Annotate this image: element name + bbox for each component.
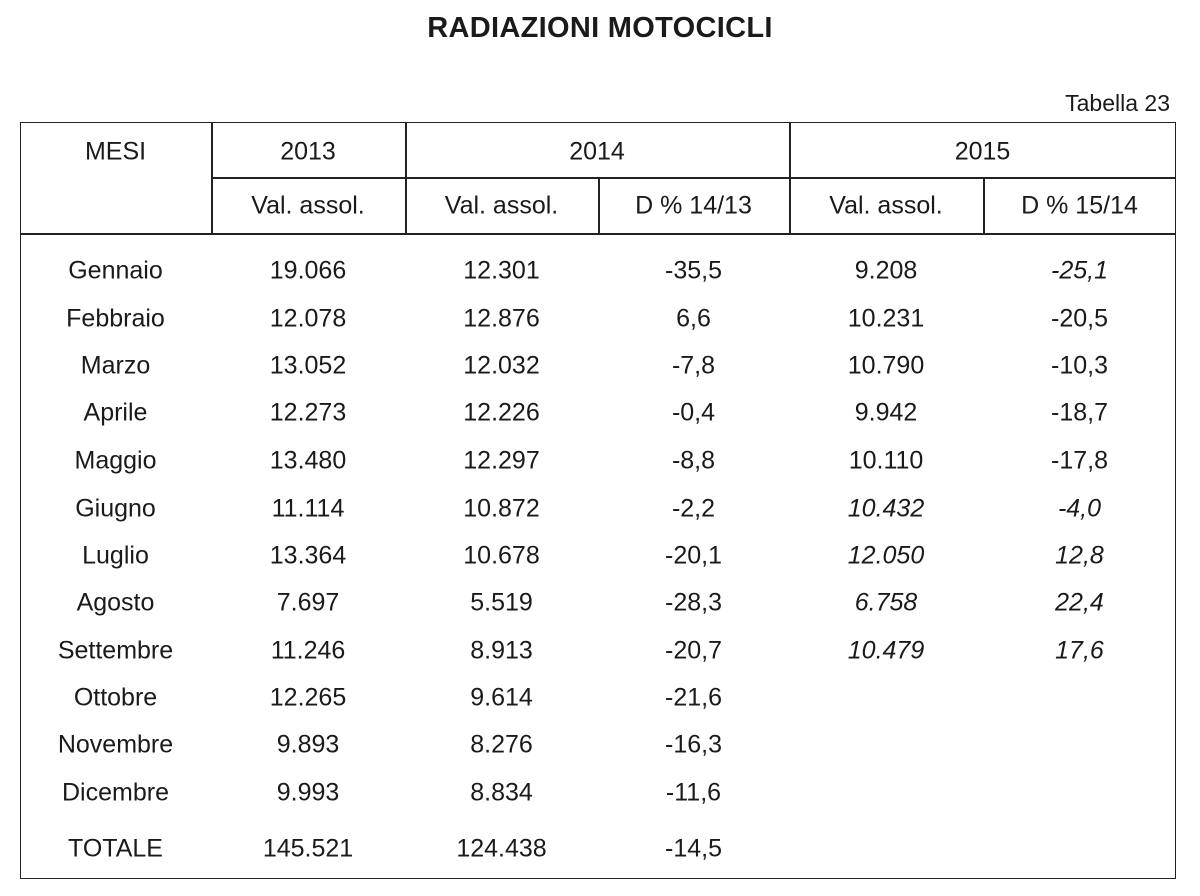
- table-cell-v2015: 9.942: [854, 398, 918, 427]
- table-cell-v2013: 9.893: [276, 730, 340, 759]
- header-delta-1413: D % 14/13: [635, 191, 752, 220]
- table-cell-d1514: -10,3: [1051, 351, 1108, 380]
- month-label: Agosto: [76, 588, 155, 617]
- totale-cell-v2014: 124.438: [456, 834, 547, 863]
- header-val-2013: Val. assol.: [251, 191, 365, 220]
- month-label: Novembre: [57, 730, 174, 759]
- table-cell-d1413: -16,3: [665, 730, 722, 759]
- table-cell-d1413: -8,8: [671, 446, 716, 475]
- header-delta-1514: D % 15/14: [1021, 191, 1138, 220]
- table-cell-d1514: -4,0: [1057, 494, 1102, 523]
- table-cell-d1413: -21,6: [665, 683, 722, 712]
- table-cell-d1413: -28,3: [665, 588, 722, 617]
- table-cell-v2014: 8.834: [470, 778, 533, 807]
- table-cell-d1413: 6,6: [676, 304, 711, 333]
- header-year-2015: 2015: [954, 137, 1011, 166]
- header-val-2015: Val. assol.: [829, 191, 943, 220]
- table-cell-v2013: 11.114: [271, 494, 345, 523]
- table-cell-v2014: 12.876: [463, 304, 540, 333]
- table-cell-d1514: 17,6: [1055, 636, 1104, 665]
- header-year-2014: 2014: [569, 137, 625, 166]
- month-label: Settembre: [57, 636, 174, 665]
- col-divider-2015-inner: [983, 178, 985, 234]
- table-cell-v2015: 6.758: [854, 588, 918, 617]
- table-cell-d1413: -2,2: [671, 494, 716, 523]
- table-cell-v2014: 10.872: [463, 494, 540, 523]
- table-cell-d1413: -35,5: [665, 256, 722, 285]
- month-label: Giugno: [75, 494, 156, 523]
- table-cell-d1514: -25,1: [1051, 256, 1108, 285]
- col-divider-2013: [405, 122, 407, 234]
- table-cell-v2013: 12.273: [269, 398, 347, 427]
- table-cell-d1514: 12,8: [1055, 541, 1104, 570]
- table-cell-v2014: 10.678: [463, 541, 540, 570]
- table-cell-d1413: -20,1: [665, 541, 722, 570]
- table-cell-v2014: 12.226: [463, 398, 540, 427]
- totale-cell-d1413: -14,5: [665, 834, 722, 863]
- table-cell-d1514: -17,8: [1051, 446, 1108, 475]
- header-mesi: MESI: [84, 137, 147, 166]
- month-label: Marzo: [80, 351, 151, 380]
- table-cell-v2013: 12.265: [269, 683, 347, 712]
- table-cell-v2015: 10.110: [848, 446, 924, 475]
- col-divider-mesi: [211, 122, 213, 234]
- table-cell-v2015: 10.479: [847, 636, 925, 665]
- table-cell-v2015: 10.432: [847, 494, 925, 523]
- table-cell-v2014: 9.614: [470, 683, 533, 712]
- page-title: RADIAZIONI MOTOCICLI: [427, 12, 773, 44]
- table-cell-v2013: 9.993: [276, 778, 340, 807]
- col-divider-2014-inner: [598, 178, 600, 234]
- month-label: Dicembre: [62, 778, 169, 807]
- col-divider-2014: [789, 122, 791, 234]
- table-cell-d1514: -18,7: [1051, 398, 1108, 427]
- table-cell-v2014: 12.301: [463, 256, 540, 285]
- header-divider-year: [211, 177, 1176, 179]
- data-table: [20, 122, 1176, 879]
- table-label: Tabella 23: [1065, 90, 1170, 116]
- table-cell-v2014: 5.519: [470, 588, 533, 617]
- month-label: Luglio: [82, 541, 149, 570]
- totale-label: TOTALE: [68, 834, 163, 863]
- table-cell-v2013: 13.052: [269, 351, 347, 380]
- table-cell-v2014: 8.913: [470, 636, 533, 665]
- table-cell-d1413: -20,7: [665, 636, 722, 665]
- month-label: Maggio: [74, 446, 157, 475]
- table-cell-v2014: 12.297: [463, 446, 540, 475]
- table-cell-v2014: 12.032: [463, 351, 540, 380]
- month-label: Gennaio: [68, 256, 163, 285]
- table-cell-v2015: 10.790: [847, 351, 925, 380]
- month-label: Febbraio: [66, 304, 165, 333]
- header-val-2014: Val. assol.: [444, 191, 559, 220]
- table-cell-v2015: 12.050: [847, 541, 925, 570]
- totale-cell-v2013: 145.521: [262, 834, 354, 863]
- table-cell-v2013: 19.066: [269, 256, 347, 285]
- table-cell-d1413: -11,6: [665, 778, 722, 807]
- table-cell-v2014: 8.276: [470, 730, 533, 759]
- table-cell-d1413: -0,4: [671, 398, 716, 427]
- table-cell-d1514: 22,4: [1055, 588, 1104, 617]
- table-cell-d1514: -20,5: [1051, 304, 1108, 333]
- table-cell-v2015: 9.208: [854, 256, 918, 285]
- month-label: Aprile: [83, 398, 148, 427]
- table-cell-d1413: -7,8: [671, 351, 716, 380]
- month-label: Ottobre: [73, 683, 158, 712]
- table-cell-v2015: 10.231: [847, 304, 925, 333]
- table-cell-v2013: 13.364: [269, 541, 347, 570]
- header-year-2013: 2013: [280, 137, 336, 166]
- table-cell-v2013: 12.078: [269, 304, 347, 333]
- table-cell-v2013: 7.697: [276, 588, 340, 617]
- table-cell-v2013: 11.246: [270, 636, 346, 665]
- table-cell-v2013: 13.480: [269, 446, 347, 475]
